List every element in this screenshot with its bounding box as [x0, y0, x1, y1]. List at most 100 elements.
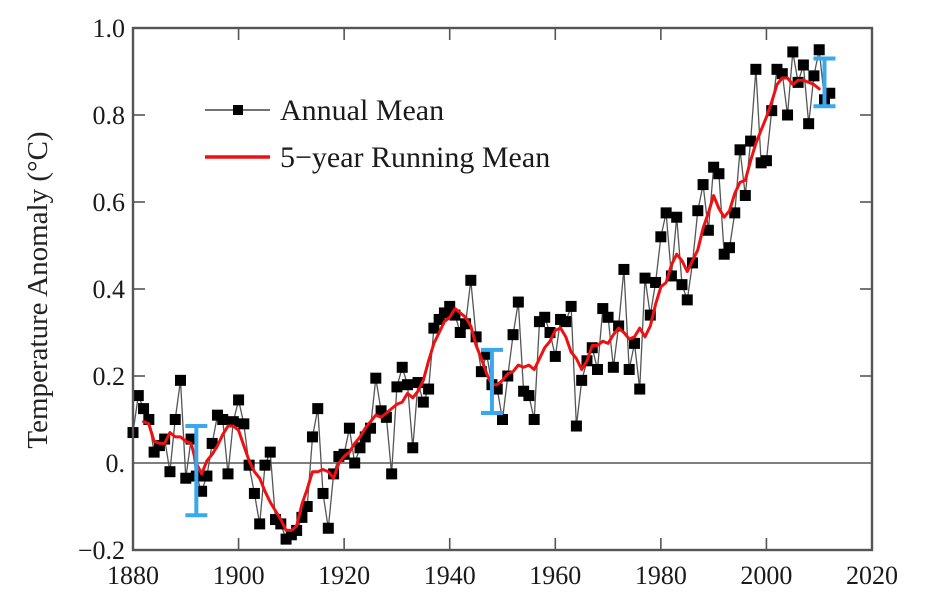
- annual-mean-point: [233, 394, 245, 406]
- annual-mean-point: [444, 300, 456, 312]
- annual-mean-point: [138, 403, 150, 415]
- annual-mean-point: [217, 414, 229, 425]
- annual-mean-point: [676, 279, 688, 291]
- annual-mean-point: [539, 311, 551, 323]
- annual-mean-point: [808, 70, 820, 82]
- legend-entry-annual-mean: Annual Mean: [205, 94, 444, 127]
- annual-mean-point: [185, 433, 197, 445]
- annual-mean-point: [507, 329, 519, 341]
- annual-mean-point: [671, 211, 683, 223]
- annual-mean-point: [634, 383, 646, 395]
- uncertainty-error-bars: [185, 56, 836, 518]
- annual-mean-point: [697, 179, 709, 191]
- plot-frame: [131, 26, 874, 552]
- annual-mean-point: [148, 446, 160, 458]
- y-tick-label: −0.2: [78, 536, 125, 565]
- annual-mean-point: [365, 422, 377, 434]
- annual-mean-point: [175, 374, 187, 386]
- annual-mean-point: [401, 379, 413, 391]
- annual-mean-point: [713, 168, 725, 180]
- y-axis-title: Temperature Anomaly (°C): [22, 131, 54, 448]
- x-tick-label: 1900: [213, 561, 265, 590]
- x-tick-label: 1920: [318, 561, 370, 590]
- annual-mean-point: [201, 470, 213, 482]
- x-tick-label: 2000: [740, 561, 792, 590]
- annual-mean-point: [338, 448, 350, 460]
- annual-mean-point: [475, 366, 487, 378]
- legend-label-annual-mean: Annual Mean: [280, 94, 444, 127]
- annual-mean-point: [597, 303, 609, 315]
- annual-mean-point: [407, 442, 419, 454]
- annual-mean-point: [412, 377, 424, 389]
- annual-mean-point: [560, 316, 572, 328]
- x-tick-label: 1880: [107, 561, 159, 590]
- annual-mean-point: [254, 518, 266, 530]
- annual-mean-point: [317, 487, 329, 499]
- annual-mean-point: [650, 276, 662, 288]
- annual-mean-point: [143, 414, 155, 425]
- annual-mean-point: [375, 405, 387, 417]
- annual-mean-point: [734, 144, 746, 156]
- annual-mean-point: [417, 396, 429, 408]
- x-tick-label: 2020: [846, 561, 898, 590]
- annual-mean-point: [380, 411, 392, 423]
- annual-mean-point: [497, 414, 508, 425]
- x-tick-label: 1980: [635, 561, 687, 590]
- annual-mean-point: [592, 363, 604, 375]
- axis-tick-labels: 1880 1900 1920 1940 1960 1980 2000 2020 −0.2 0. 0.…: [78, 14, 898, 590]
- annual-mean-point: [613, 320, 625, 332]
- legend-label-running-mean: 5−year Running Mean: [280, 141, 550, 174]
- annual-mean-point: [792, 76, 804, 88]
- annual-mean-point: [739, 189, 751, 201]
- y-tick-label: 0.8: [93, 101, 126, 130]
- y-tick-label: 0.: [106, 449, 126, 478]
- annual-mean-point: [565, 300, 577, 312]
- annual-mean-point: [206, 437, 218, 449]
- annual-mean-point: [259, 459, 271, 471]
- annual-mean-point: [813, 44, 825, 56]
- annual-mean-point: [665, 270, 677, 282]
- annual-mean-point: [607, 361, 619, 373]
- annual-mean-point: [512, 296, 524, 308]
- error-bar: [480, 347, 503, 415]
- annual-mean-point: [423, 383, 435, 395]
- annual-mean-point: [602, 311, 614, 323]
- x-tick-label: 1960: [529, 561, 581, 590]
- annual-mean-point: [391, 381, 403, 393]
- legend: Annual Mean 5−year Running Mean: [205, 94, 550, 174]
- annual-mean-point: [370, 372, 382, 384]
- error-bar: [813, 56, 836, 109]
- running-mean-line: [142, 76, 821, 532]
- annual-mean-point: [549, 350, 561, 362]
- annual-mean-point: [723, 242, 735, 254]
- y-tick-label: 0.4: [93, 275, 126, 304]
- annual-mean-point: [222, 468, 234, 480]
- annual-mean-point: [570, 420, 582, 432]
- annual-mean-point: [264, 446, 276, 458]
- annual-mean-point: [797, 59, 809, 71]
- annual-mean-point: [576, 374, 588, 386]
- annual-mean-point: [132, 390, 144, 402]
- annual-mean-point: [655, 231, 667, 243]
- annual-mean-point: [824, 87, 836, 99]
- annual-mean-point: [359, 431, 371, 443]
- annual-mean-point: [729, 207, 741, 219]
- annual-mean-point: [349, 457, 361, 469]
- annual-mean-point: [312, 403, 324, 415]
- annual-mean-point: [243, 459, 255, 471]
- annual-mean-point: [481, 348, 493, 360]
- annual-mean-point: [159, 433, 171, 445]
- annual-mean-point: [180, 472, 192, 484]
- annual-mean-point: [623, 363, 635, 375]
- annual-mean-point: [164, 466, 176, 478]
- annual-mean-point: [618, 263, 630, 275]
- annual-mean-point: [196, 485, 208, 497]
- annual-mean-point: [238, 418, 250, 430]
- annual-mean-point: [782, 109, 794, 121]
- annual-mean-point: [528, 414, 540, 425]
- annual-mean-point: [681, 294, 693, 306]
- annual-mean-point: [449, 309, 461, 321]
- y-tick-label: 0.6: [93, 188, 126, 217]
- annual-mean-point: [803, 118, 815, 130]
